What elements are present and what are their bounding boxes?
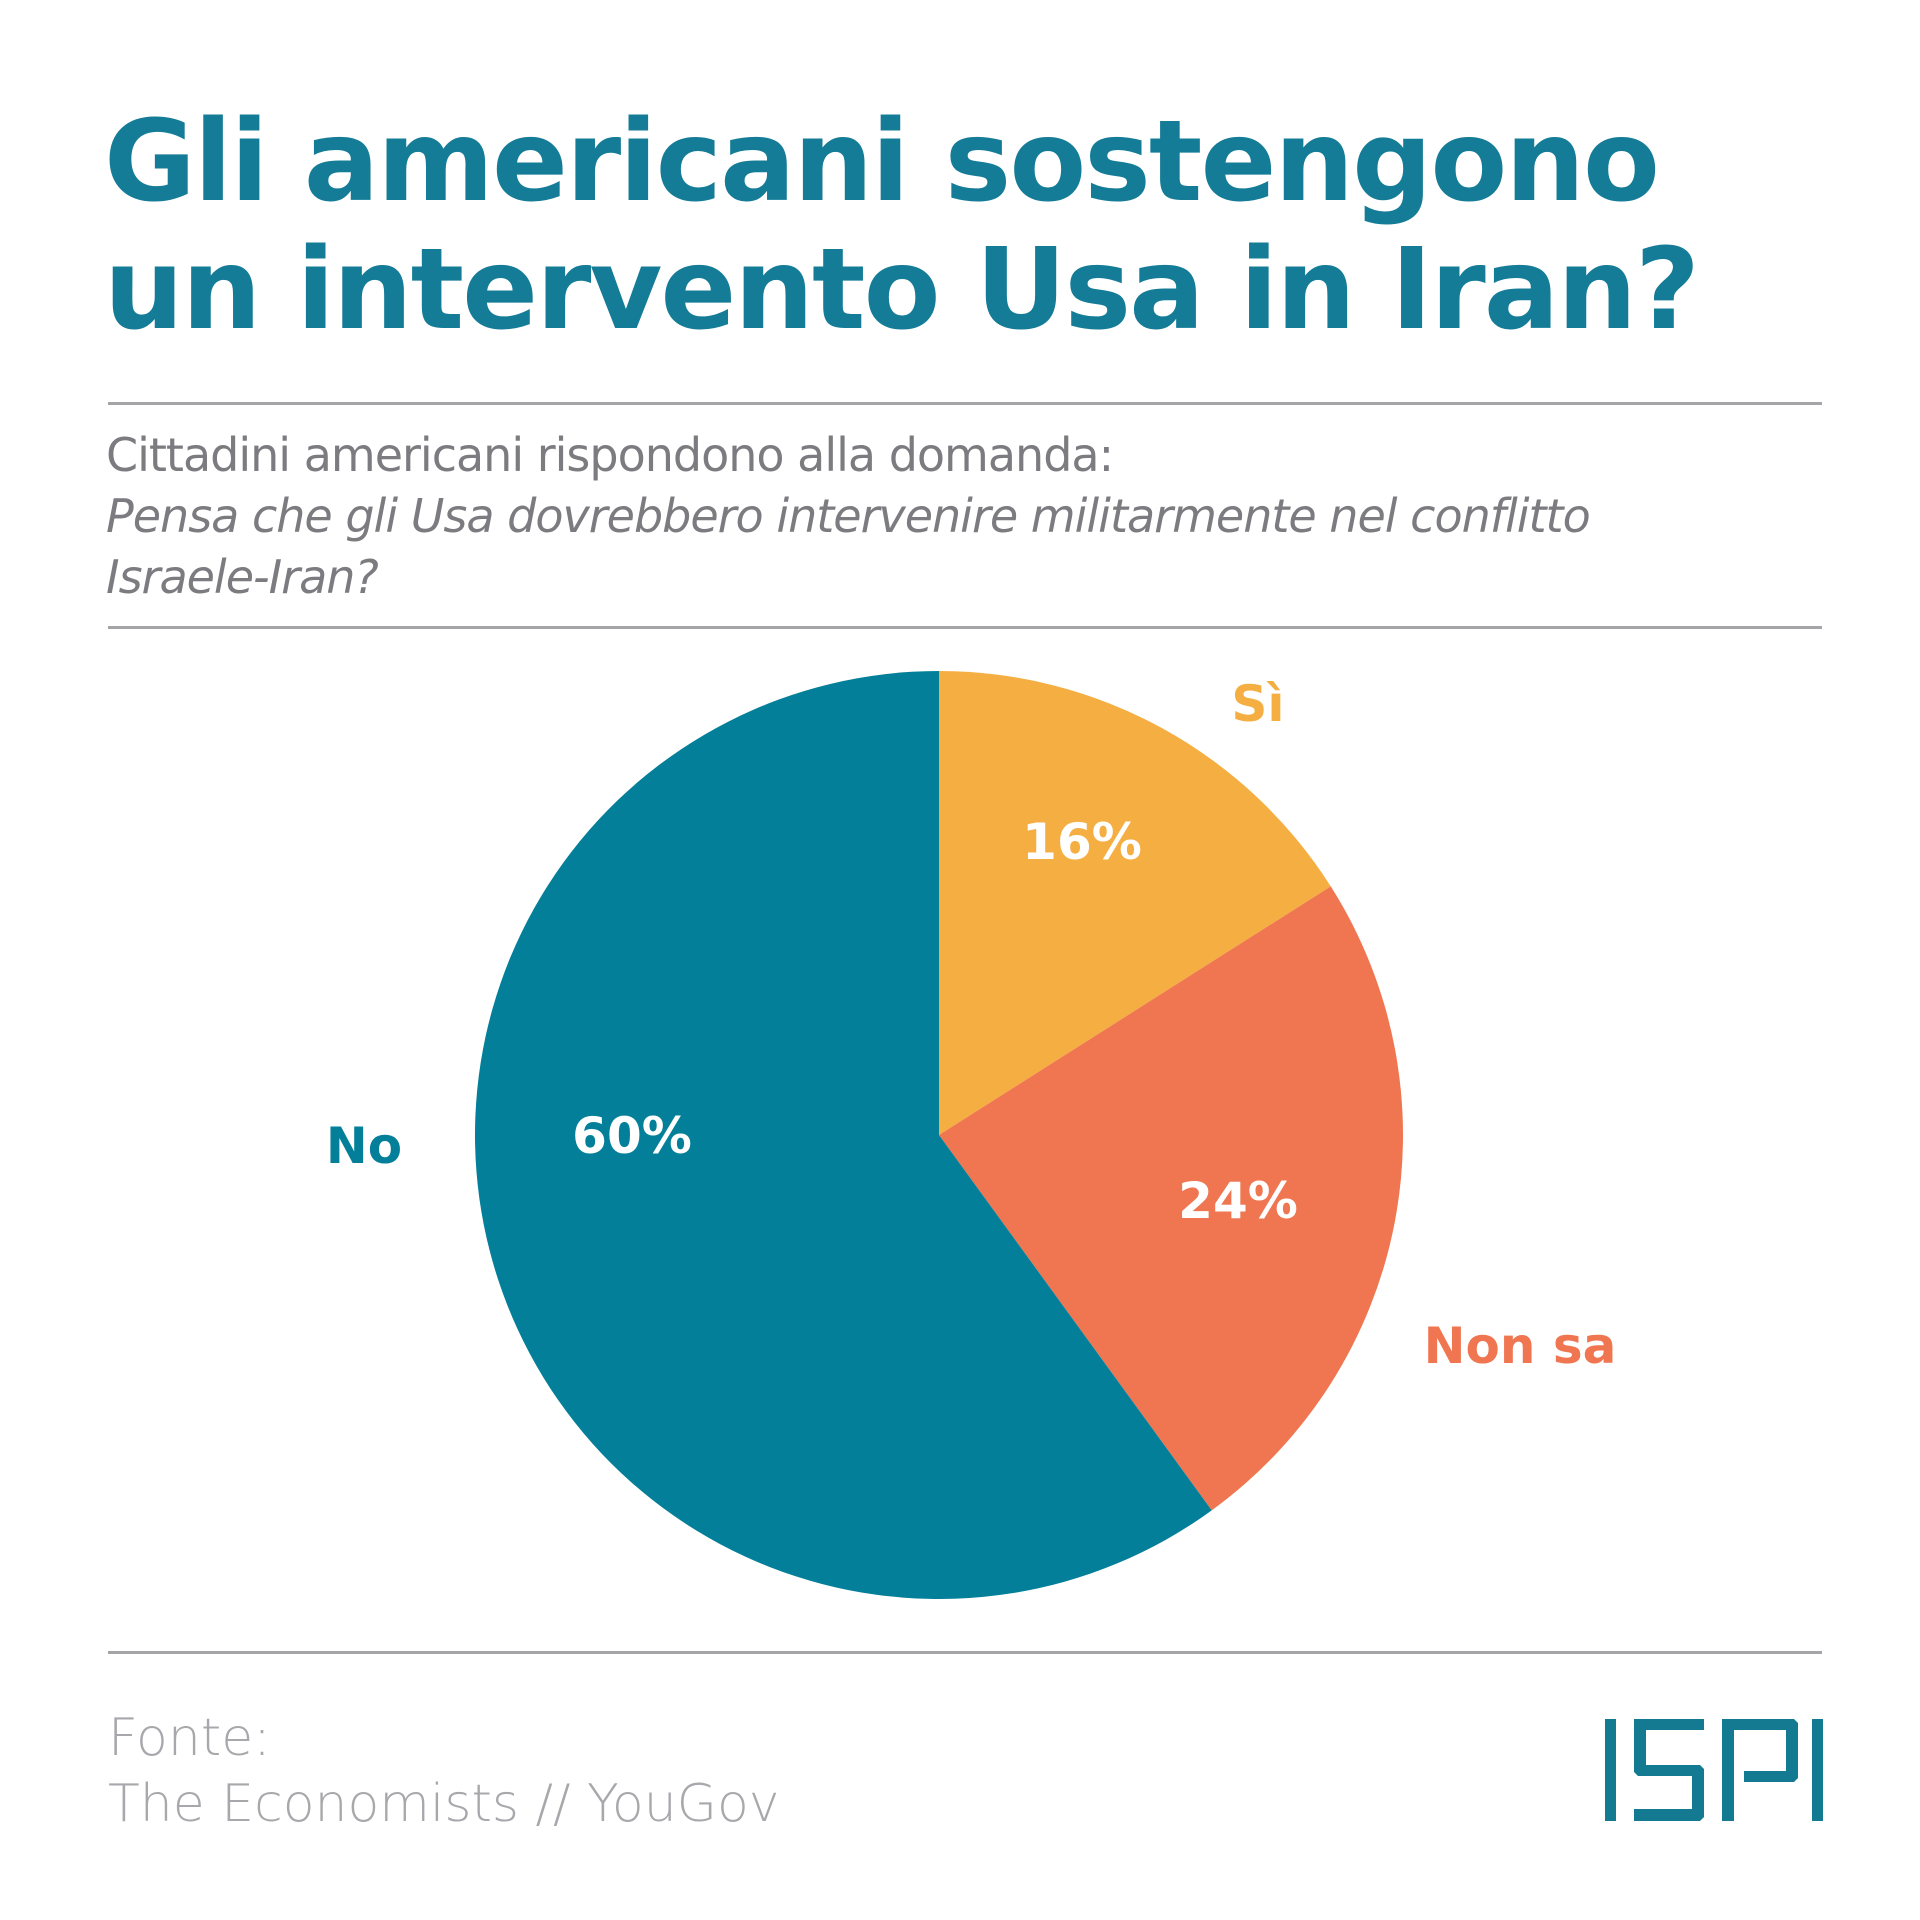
divider [108,626,1822,629]
subtitle: Cittadini americani rispondono alla doma… [106,425,1591,608]
pie-slice-non-sa [939,886,1403,1511]
ispi-logo [1605,1719,1823,1821]
slice-label-no: No [325,1117,403,1175]
source-text: The Economists // YouGov [108,1774,780,1834]
slice-label-si: Sì [1231,675,1285,733]
question-line-2: Israele-Iran? [106,550,379,604]
question-line-1: Pensa che gli Usa dovrebbero intervenire… [106,489,1591,543]
chart-title: Gli americani sostengono un intervento Us… [104,97,1700,355]
divider [108,1651,1822,1654]
title-line-1: Gli americani sostengono [104,97,1660,227]
slice-label-non-sa: Non sa [1423,1317,1617,1375]
source-label: Fonte: [108,1708,271,1768]
pie-slice-no [474,671,1212,1600]
slice-value-no: 60% [572,1107,692,1165]
title-line-2: un intervento Usa in Iran? [104,225,1700,355]
pie-slice-s- [939,671,1331,1135]
slice-value-non-sa: 24% [1178,1172,1298,1230]
divider [108,402,1822,405]
slice-value-si: 16% [1022,813,1142,871]
subtitle-intro: Cittadini americani rispondono alla doma… [106,428,1114,482]
source: Fonte: The Economists // YouGov [108,1705,780,1837]
